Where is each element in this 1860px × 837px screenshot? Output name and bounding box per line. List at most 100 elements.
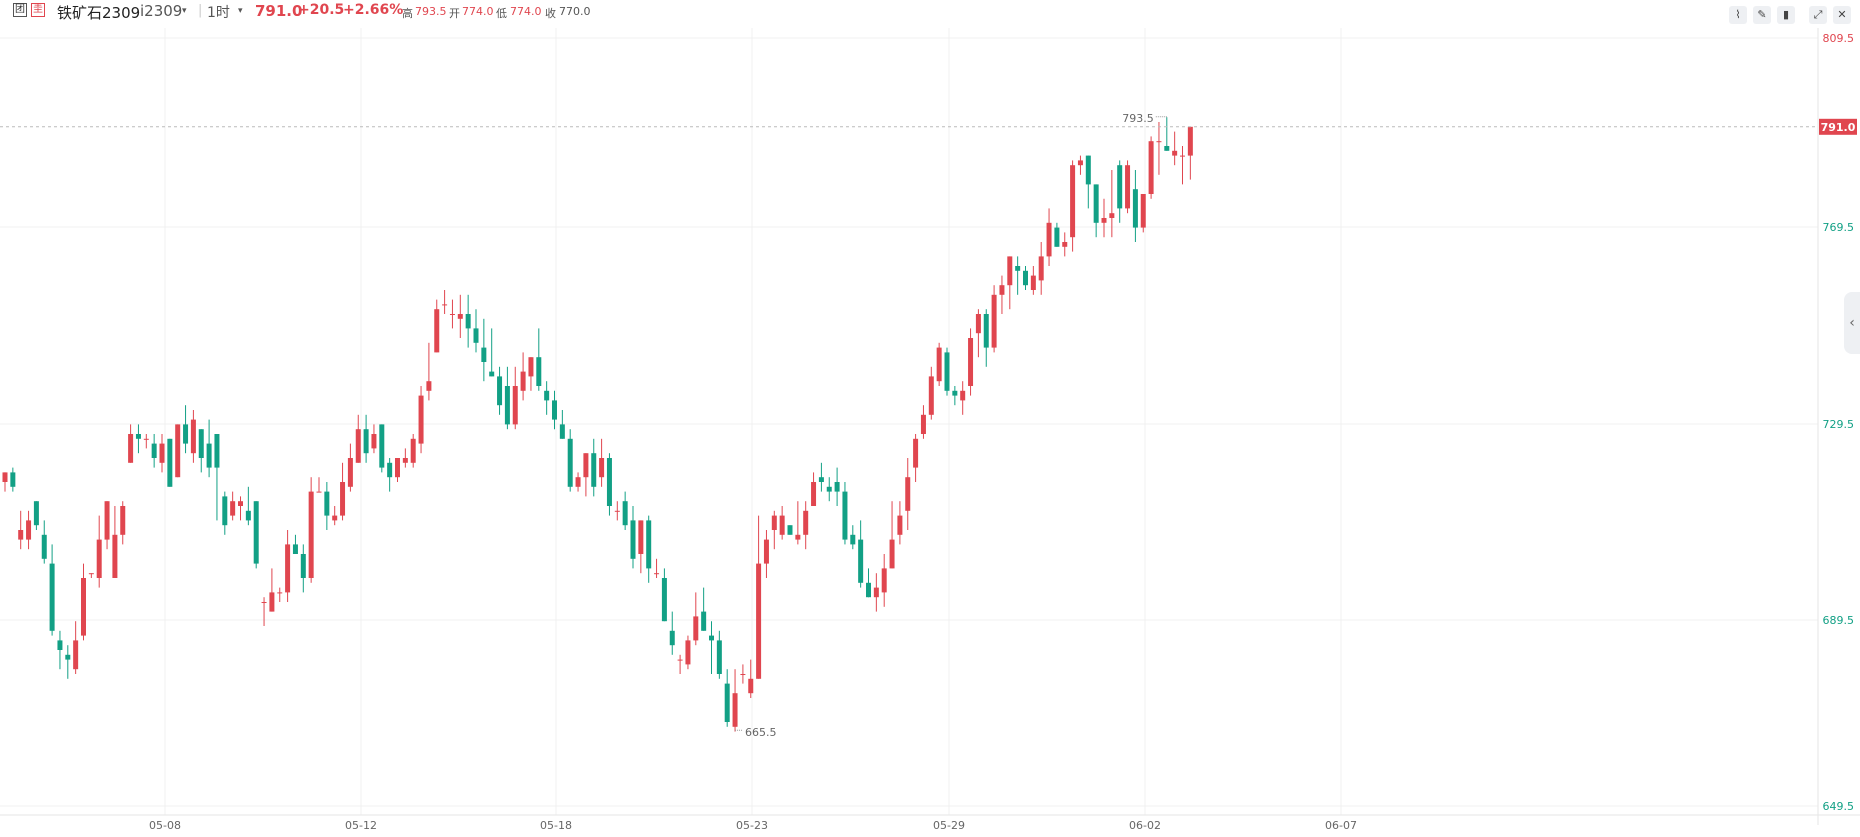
- period-selector[interactable]: 1时: [207, 5, 230, 21]
- price-change: +20.5: [298, 2, 345, 18]
- candlestick-icon[interactable]: ▮: [1777, 6, 1795, 24]
- candle-body: [826, 486, 832, 492]
- candle: [866, 568, 871, 598]
- candle-body: [1046, 222, 1052, 257]
- candle: [269, 568, 275, 612]
- candle: [363, 414, 369, 463]
- candle-body: [449, 314, 455, 315]
- candle-body: [991, 294, 997, 348]
- candle-body: [347, 458, 353, 487]
- candle: [1140, 194, 1146, 233]
- close-icon[interactable]: ✕: [1833, 6, 1851, 24]
- chevron-down-icon[interactable]: ▾: [182, 6, 187, 16]
- candle-body: [387, 462, 393, 478]
- candle-body: [504, 386, 510, 425]
- candle: [504, 366, 510, 430]
- candle-body: [395, 458, 400, 478]
- candle-body: [873, 587, 879, 598]
- candle: [622, 491, 628, 530]
- y-tick-label: 689.5: [1823, 614, 1855, 627]
- grid-lines: [0, 28, 1860, 825]
- candle: [1187, 126, 1193, 180]
- symbol-code[interactable]: i2309: [140, 2, 183, 20]
- candle: [457, 294, 463, 338]
- candle-body: [159, 443, 165, 463]
- candle: [497, 366, 503, 415]
- line-chart-icon[interactable]: ⌇: [1729, 6, 1747, 24]
- candle: [677, 654, 683, 674]
- candle: [544, 381, 550, 415]
- candle: [512, 366, 518, 430]
- candle-body: [1180, 155, 1185, 157]
- candle: [206, 419, 212, 478]
- candle: [850, 525, 856, 550]
- candle-body: [104, 501, 110, 540]
- candle: [952, 386, 958, 406]
- candle-body: [112, 534, 118, 578]
- quote-icon[interactable]: 圭: [31, 3, 45, 17]
- pen-icon[interactable]: ✎: [1753, 6, 1771, 24]
- candle-body: [277, 592, 283, 594]
- candle: [1180, 146, 1185, 185]
- candle: [316, 477, 322, 493]
- candle-body: [1054, 227, 1060, 247]
- candle-body: [1117, 165, 1123, 209]
- candle-body: [206, 443, 212, 468]
- candle: [214, 434, 220, 521]
- candle: [999, 275, 1005, 314]
- candle: [198, 429, 204, 473]
- candle-body: [952, 390, 958, 396]
- chevron-down-icon[interactable]: ▾: [238, 6, 243, 16]
- candle-body: [1132, 189, 1138, 228]
- candle: [1007, 256, 1013, 310]
- candle-body: [771, 515, 777, 530]
- candle-body: [10, 472, 16, 487]
- candle-body: [654, 573, 660, 575]
- candle: [1085, 155, 1091, 209]
- candle-body: [238, 501, 243, 506]
- pin-icon[interactable]: ⤢: [1809, 6, 1827, 24]
- candle-body: [41, 534, 47, 559]
- candle-body: [26, 520, 32, 540]
- candle: [787, 525, 793, 535]
- candle: [583, 453, 589, 497]
- candle: [913, 434, 919, 482]
- low-label: 低: [496, 7, 507, 20]
- candle-body: [763, 539, 769, 564]
- candle-body: [96, 539, 102, 578]
- candle: [222, 491, 228, 535]
- x-tick-label: 05-23: [736, 819, 768, 832]
- candle-body: [999, 285, 1005, 295]
- candle-body: [143, 438, 149, 440]
- candle: [1093, 184, 1099, 238]
- candle-body: [968, 338, 974, 386]
- candle-body: [803, 510, 809, 535]
- candle: [709, 621, 714, 674]
- candle-body: [599, 458, 605, 478]
- candle-body: [1085, 155, 1091, 185]
- candle: [481, 318, 487, 382]
- candle-body: [897, 515, 903, 535]
- current-price-label: 791.0: [1821, 121, 1856, 134]
- candle-body: [402, 458, 408, 463]
- group-icon[interactable]: 团: [13, 3, 27, 17]
- x-tick-label: 06-02: [1129, 819, 1161, 832]
- candle-body: [81, 578, 86, 636]
- candle: [277, 587, 283, 602]
- candle-body: [693, 616, 699, 641]
- candle: [112, 506, 118, 578]
- candle-body: [292, 544, 298, 554]
- collapse-panel-button[interactable]: ‹: [1844, 292, 1860, 354]
- candle-body: [842, 491, 848, 540]
- candle: [143, 434, 149, 449]
- candle: [1117, 160, 1123, 223]
- candle-body: [285, 544, 291, 593]
- candle: [920, 405, 926, 439]
- candle-body: [740, 674, 746, 675]
- candle-body: [685, 640, 691, 665]
- candle: [654, 558, 660, 578]
- candle: [842, 482, 848, 545]
- candle-body: [1077, 160, 1083, 166]
- candle: [159, 434, 165, 473]
